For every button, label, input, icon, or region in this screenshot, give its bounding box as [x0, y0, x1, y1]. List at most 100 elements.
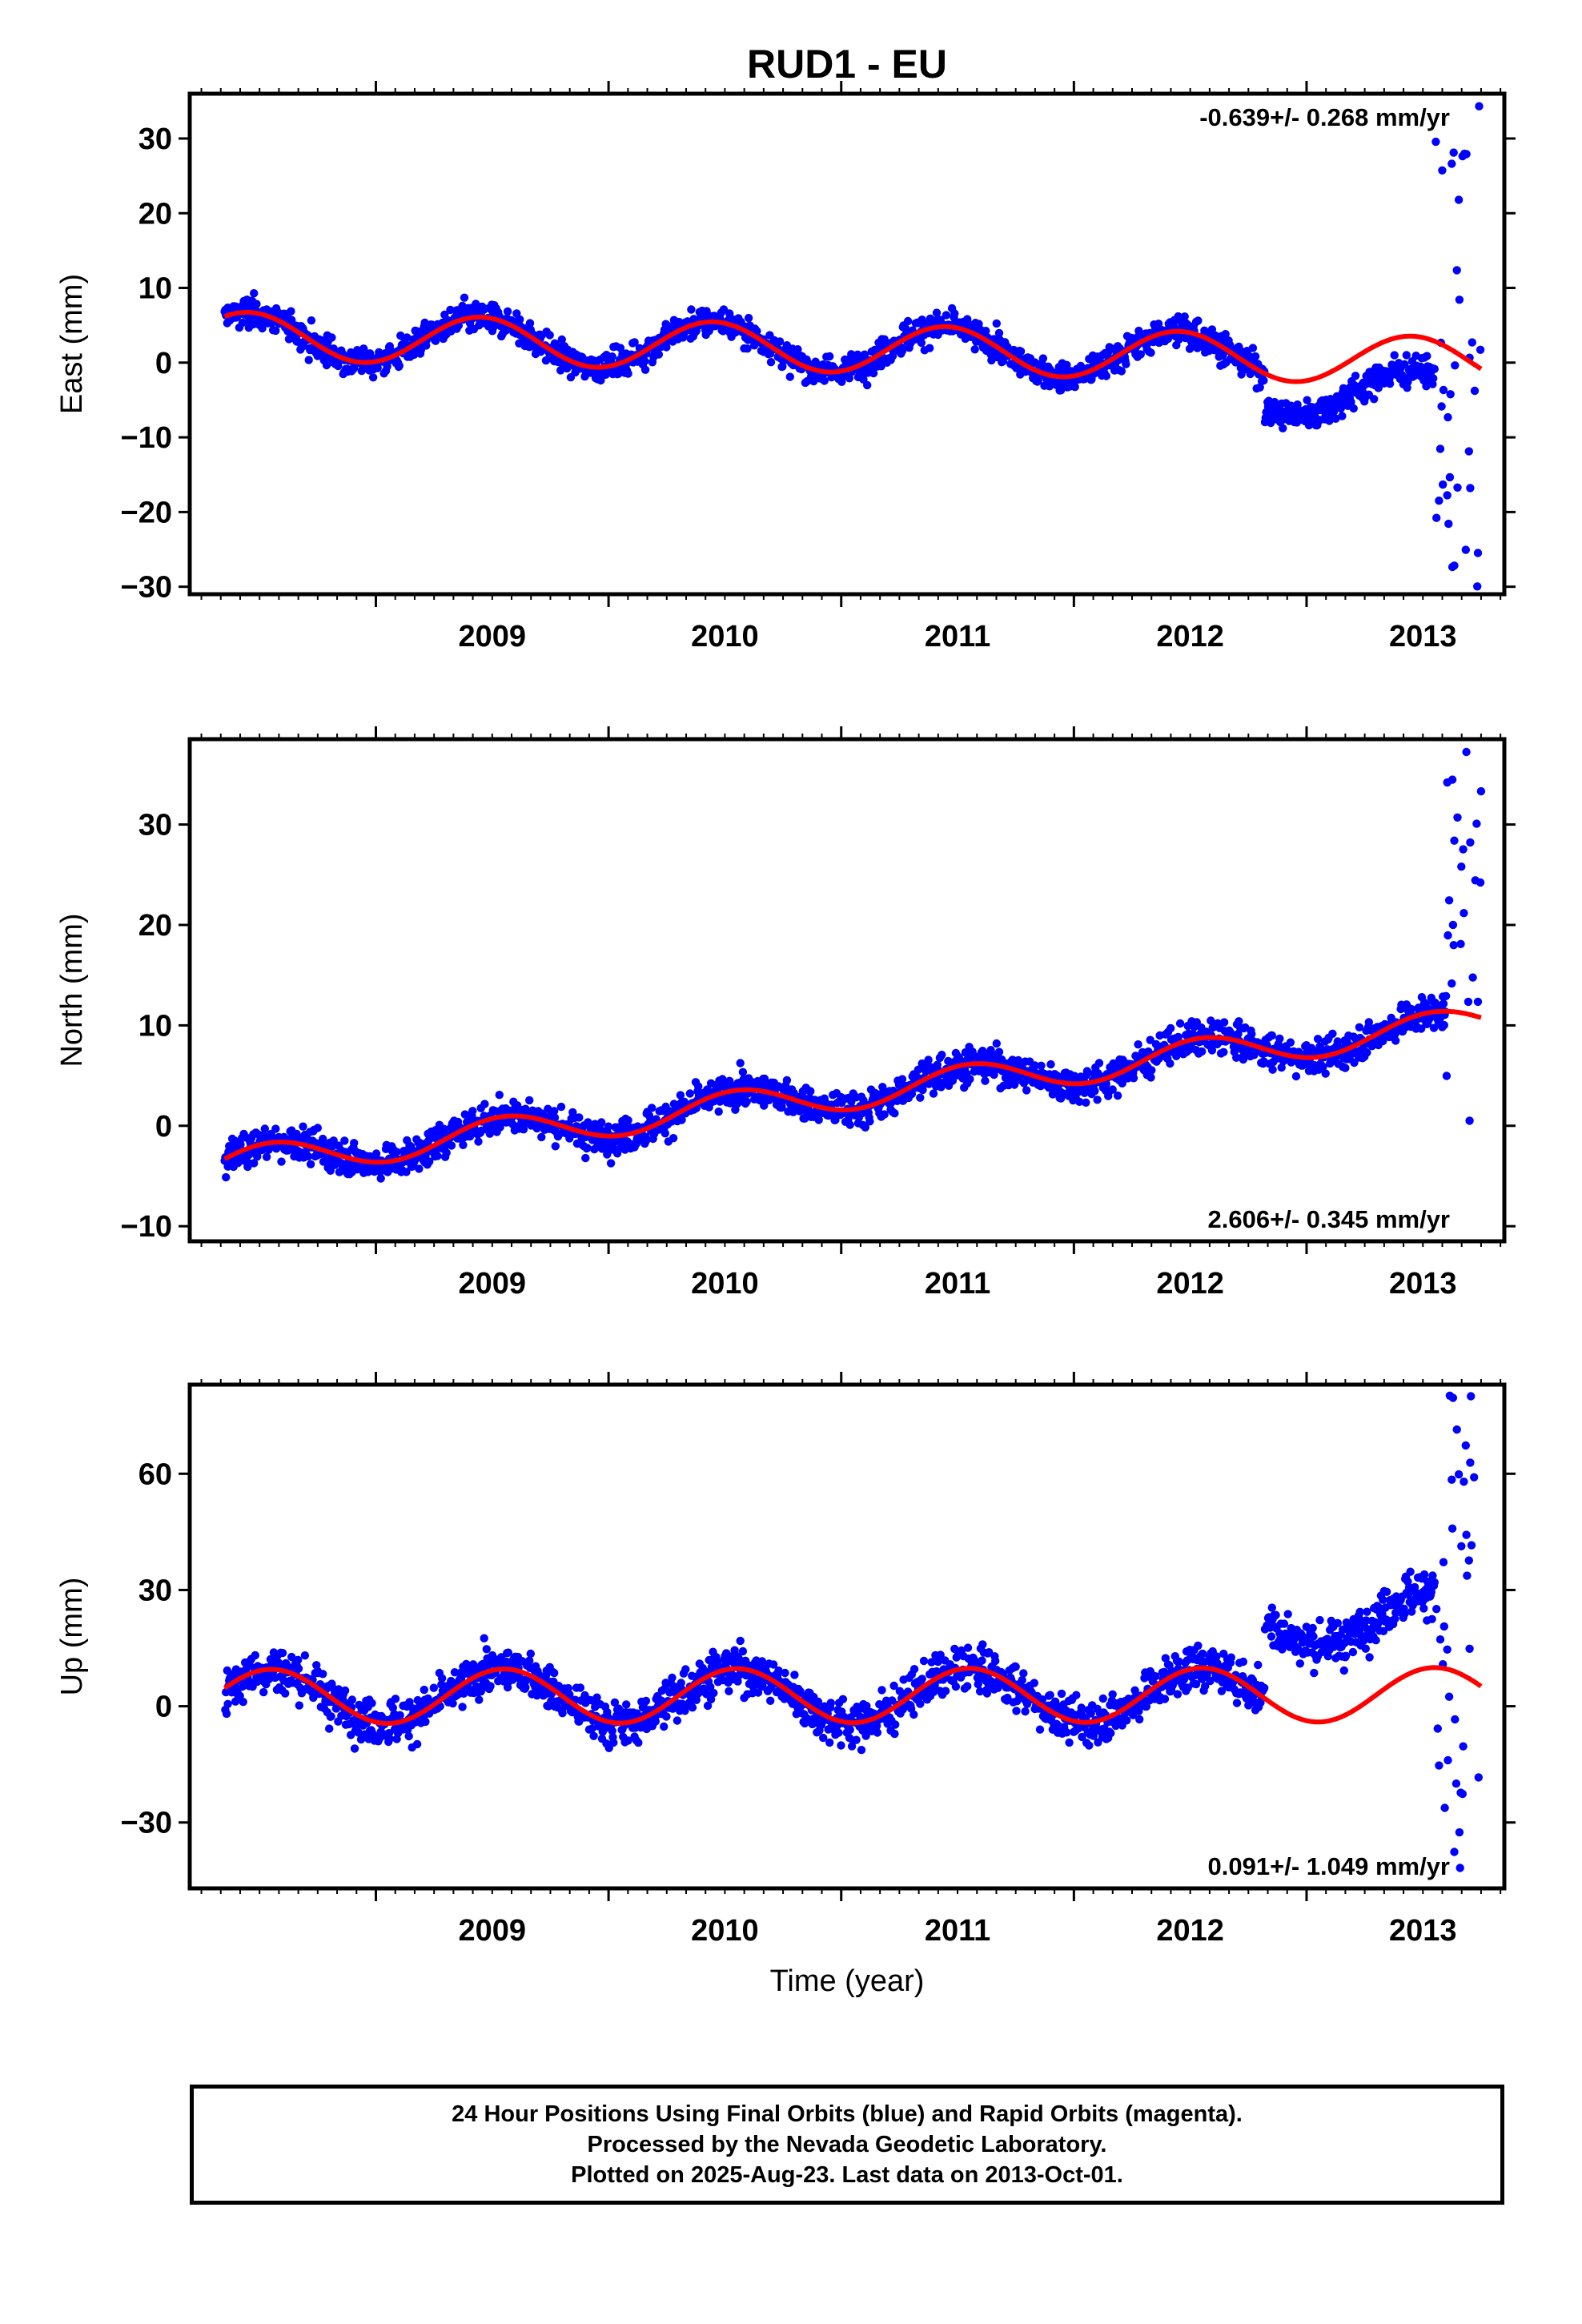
data-point — [458, 1703, 467, 1711]
data-point — [714, 1107, 723, 1116]
data-point — [319, 1670, 327, 1679]
data-point — [287, 307, 295, 316]
data-point — [1450, 836, 1459, 845]
data-point — [624, 1116, 632, 1125]
data-point — [563, 364, 572, 373]
data-point — [1430, 364, 1439, 373]
data-point — [1442, 1072, 1452, 1080]
y-tick-label: −10 — [121, 421, 172, 455]
data-point — [820, 376, 829, 385]
data-point — [1423, 352, 1431, 360]
data-point — [1429, 1023, 1439, 1032]
data-point — [433, 1152, 442, 1160]
data-point — [1439, 999, 1448, 1008]
data-point — [1287, 401, 1295, 410]
data-point — [1207, 1046, 1217, 1055]
data-point — [1439, 480, 1447, 489]
data-point — [941, 1687, 950, 1695]
plot-frame — [187, 737, 1507, 1244]
data-point — [295, 1701, 303, 1710]
data-point — [325, 1724, 334, 1733]
x-tick-label: 2012 — [1156, 620, 1224, 653]
data-point — [1247, 1030, 1256, 1039]
data-point — [415, 1164, 424, 1173]
data-point — [778, 362, 787, 371]
data-point — [558, 1709, 567, 1718]
data-point — [223, 1699, 232, 1708]
data-point — [260, 1124, 269, 1133]
data-point — [327, 333, 336, 342]
data-point — [1444, 896, 1454, 905]
data-point — [1472, 819, 1481, 828]
data-point — [251, 1651, 259, 1660]
data-point — [525, 1096, 534, 1105]
y-tick-label: 30 — [139, 809, 172, 842]
data-point — [845, 1725, 854, 1735]
data-point — [669, 1134, 678, 1143]
data-point — [1403, 377, 1412, 387]
data-point — [1448, 920, 1458, 930]
data-point — [1390, 351, 1399, 360]
data-point — [766, 358, 776, 367]
data-point — [412, 1739, 422, 1749]
data-point — [537, 1132, 546, 1142]
data-point — [300, 1651, 310, 1660]
data-point — [1180, 312, 1189, 321]
data-point — [1429, 374, 1438, 383]
data-point — [575, 1113, 584, 1122]
data-point — [1466, 838, 1475, 847]
data-point — [736, 1636, 745, 1646]
data-point — [1476, 345, 1485, 354]
data-point — [873, 1728, 882, 1737]
data-point — [1090, 1087, 1099, 1096]
data-point — [416, 1139, 425, 1148]
data-point — [236, 1140, 245, 1149]
data-point — [1451, 361, 1460, 370]
data-point — [825, 352, 834, 361]
data-point — [624, 369, 632, 378]
data-point — [1443, 491, 1452, 500]
data-point — [1328, 1029, 1337, 1039]
data-point — [1094, 1059, 1104, 1068]
data-point — [1198, 1047, 1207, 1056]
data-point — [1431, 999, 1439, 1007]
data-point — [869, 368, 878, 378]
rate-annotation: 2.606+/- 0.345 mm/yr — [1208, 1205, 1450, 1233]
data-point — [917, 1675, 926, 1683]
data-point — [929, 1089, 938, 1098]
data-point — [460, 293, 469, 302]
data-point — [556, 1102, 566, 1112]
data-point — [1022, 1086, 1031, 1095]
data-point — [1449, 941, 1458, 950]
data-point — [1251, 352, 1260, 361]
data-point — [1108, 1085, 1117, 1094]
data-point — [709, 1688, 718, 1698]
data-point — [1453, 483, 1462, 492]
data-point — [1102, 1080, 1111, 1088]
data-point — [1319, 1062, 1327, 1072]
x-tick-label: 2012 — [1156, 1267, 1224, 1301]
data-point — [662, 343, 671, 352]
data-point — [1476, 878, 1485, 887]
data-point — [437, 1674, 447, 1683]
data-point — [1147, 1066, 1156, 1075]
data-point — [677, 1116, 686, 1124]
data-point — [1277, 1063, 1286, 1072]
data-point — [1341, 1063, 1350, 1072]
data-point — [890, 1109, 899, 1118]
data-point — [1331, 414, 1340, 423]
data-point — [676, 1091, 685, 1100]
data-point — [429, 1683, 438, 1692]
data-point — [340, 1136, 349, 1145]
x-tick-label: 2011 — [925, 620, 990, 653]
data-point — [806, 1087, 815, 1096]
data-point — [1166, 1023, 1175, 1033]
data-point — [1465, 1116, 1474, 1125]
data-point — [719, 305, 729, 314]
data-point — [916, 1699, 925, 1708]
data-point — [1351, 372, 1360, 380]
data-point — [252, 300, 261, 308]
data-point — [1286, 1038, 1295, 1047]
